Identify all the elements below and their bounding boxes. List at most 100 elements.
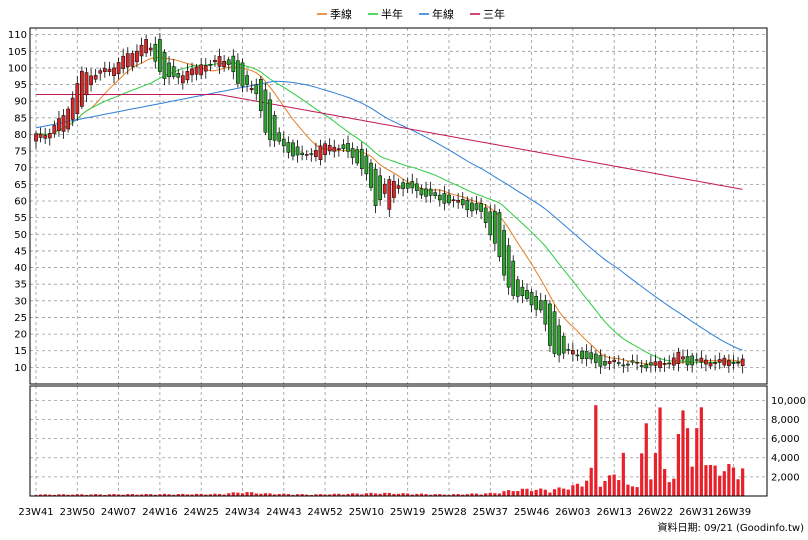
- volume-bar: [291, 494, 295, 496]
- legend: 季線 半年 年線 三年: [317, 7, 505, 21]
- volume-bar: [314, 494, 318, 496]
- price-tick-label: 15: [14, 346, 27, 357]
- price-tick-label: 85: [14, 113, 27, 124]
- candle-body: [153, 43, 158, 62]
- candle-body: [534, 296, 539, 310]
- volume-bar: [552, 489, 557, 496]
- price-tick-label: 90: [14, 97, 27, 108]
- volume-bar: [406, 493, 410, 496]
- volume-bar: [254, 493, 258, 496]
- candle-body: [158, 39, 162, 72]
- volume-bar: [277, 494, 281, 496]
- volume-bar: [71, 494, 75, 496]
- price-axis-ticks: 10 15 20 25 30 35 40 45 50 55 60 65 70 75 80 85 90 95 100 1…: [8, 30, 27, 374]
- candle-body: [557, 325, 561, 356]
- volume-bar: [52, 494, 56, 496]
- volume-bar: [511, 491, 515, 496]
- volume-bar: [222, 494, 226, 496]
- volume-bar: [369, 492, 373, 496]
- volume-bar: [38, 494, 43, 496]
- candle-body: [369, 162, 373, 188]
- volume-bar: [598, 486, 603, 496]
- volume-bar: [346, 493, 350, 496]
- candle-body: [699, 357, 704, 363]
- candle-body: [277, 132, 282, 142]
- volume-bar: [520, 488, 524, 496]
- volume-bar: [672, 478, 676, 496]
- volume-bar: [410, 494, 414, 496]
- candle-body: [148, 47, 153, 51]
- candle-body: [529, 291, 534, 306]
- candle-body: [474, 203, 479, 211]
- candle-body: [281, 138, 286, 147]
- volume-bar: [649, 479, 653, 496]
- candle-body: [231, 55, 236, 73]
- volume-bar: [378, 493, 382, 496]
- volume-bar: [204, 494, 208, 496]
- candle-body: [185, 71, 190, 81]
- candle-body: [291, 142, 295, 157]
- volume-bar: [103, 494, 107, 496]
- volume-bar: [621, 452, 625, 496]
- volume-bar: [259, 493, 263, 496]
- volume-bar: [516, 491, 520, 496]
- candle-body: [433, 192, 438, 196]
- candle-body: [681, 356, 685, 360]
- candle-body: [70, 97, 75, 120]
- candle-body: [428, 188, 433, 196]
- candle-body: [662, 363, 667, 365]
- candle-body: [511, 260, 516, 296]
- candle-body: [644, 363, 649, 369]
- candle-body: [208, 64, 213, 66]
- candle-body: [130, 53, 135, 67]
- candle-body: [116, 62, 121, 75]
- candle-body: [57, 118, 61, 131]
- volume-bar: [328, 494, 332, 496]
- volume-bar: [640, 453, 644, 496]
- volume-bar: [562, 488, 566, 496]
- volume-bar: [48, 494, 52, 496]
- x-tick-label: 25W37: [473, 507, 508, 518]
- candle-body: [603, 361, 607, 366]
- volume-bar: [323, 494, 327, 496]
- volume-bar: [112, 494, 116, 496]
- candle-body: [84, 72, 89, 96]
- ma-line-4: [36, 94, 743, 190]
- candle-body: [309, 153, 314, 155]
- candle-body: [479, 203, 483, 212]
- data-credit: 資料日期: 09/21 (Goodinfo.tw): [657, 521, 804, 534]
- candle-body: [598, 355, 603, 367]
- candle-body: [387, 179, 392, 210]
- x-tick-label: 25W19: [390, 507, 425, 518]
- volume-bar: [401, 493, 405, 496]
- volume-bar: [685, 428, 690, 496]
- candle-body: [240, 62, 245, 87]
- candle-body: [552, 311, 557, 354]
- candle-body: [336, 148, 341, 150]
- price-tick-label: 105: [8, 47, 27, 58]
- candle-body: [520, 286, 525, 296]
- volume-bar: [676, 434, 681, 496]
- volume-bar: [731, 467, 736, 496]
- legend-entry: 三年: [483, 7, 505, 21]
- volume-bar: [529, 491, 534, 496]
- volume-bar: [543, 489, 547, 496]
- candle-body: [616, 362, 621, 364]
- volume-bar: [571, 485, 575, 496]
- candle-body: [364, 155, 369, 175]
- volume-bar: [332, 493, 336, 496]
- volume-bar: [57, 494, 61, 496]
- candle-body: [584, 351, 589, 360]
- candle-body: [300, 152, 304, 156]
- candle-body: [359, 148, 364, 169]
- candle-body: [314, 150, 318, 157]
- candle-body: [47, 133, 52, 139]
- volume-bar: [392, 493, 396, 496]
- volume-bar: [355, 493, 359, 496]
- price-tick-label: 55: [14, 213, 27, 224]
- volume-bar: [236, 492, 240, 496]
- volume-bar: [208, 494, 212, 496]
- candles: [34, 33, 745, 374]
- price-tick-label: 110: [8, 30, 27, 41]
